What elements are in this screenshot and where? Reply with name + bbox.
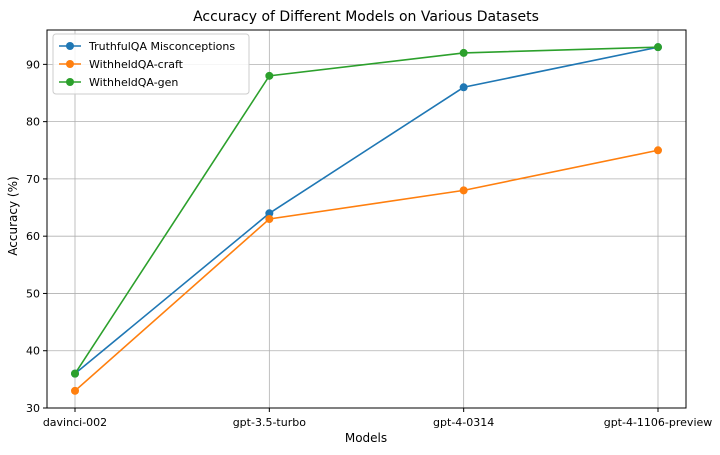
- legend-marker: [66, 78, 74, 86]
- legend-label: TruthfulQA Misconceptions: [88, 40, 235, 53]
- y-tick-label: 40: [26, 345, 40, 358]
- y-tick-label: 50: [26, 287, 40, 300]
- axes: 30 40 50 60 70 80 90 davinci-002 gpt-3.5-turbo gp…: [26, 58, 712, 429]
- data-point: [265, 215, 274, 223]
- x-tick-label: davinci-002: [43, 416, 107, 429]
- data-point: [71, 369, 79, 378]
- y-tick-label: 80: [26, 116, 40, 129]
- x-tick-label: gpt-3.5-turbo: [233, 416, 306, 429]
- data-point: [459, 83, 468, 92]
- x-tick-label: gpt-4-0314: [433, 416, 494, 429]
- data-point: [654, 146, 662, 155]
- data-point: [265, 71, 274, 80]
- data-point: [654, 43, 662, 52]
- plot-frame: [46, 29, 687, 409]
- y-tick-label: 70: [26, 173, 40, 186]
- legend-box: [52, 33, 250, 95]
- legend-label: WithheldQA-gen: [89, 76, 178, 89]
- series-line: [74, 46, 659, 375]
- x-axis-label: Models: [345, 431, 387, 445]
- legend: TruthfulQA Misconceptions WithheldQA-craf…: [52, 33, 250, 95]
- series-2: [71, 146, 662, 395]
- y-tick-label: 30: [26, 402, 40, 415]
- series-3: [71, 43, 662, 378]
- chart-title: Accuracy of Different Models on Various …: [193, 9, 539, 25]
- legend-marker: [66, 60, 74, 68]
- series-line: [74, 46, 659, 375]
- x-tick-label: gpt-4-1106-preview: [604, 416, 713, 429]
- data-point: [459, 186, 468, 195]
- data-point: [265, 209, 274, 218]
- data-point: [71, 386, 79, 395]
- y-axis-label: Accuracy (%): [6, 176, 20, 255]
- data-point: [459, 48, 468, 57]
- legend-label: WithheldQA-craft: [89, 58, 184, 71]
- series-line: [74, 149, 659, 392]
- y-tick-label: 60: [26, 230, 40, 243]
- y-tick-label: 90: [26, 58, 40, 71]
- legend-marker: [66, 42, 74, 50]
- series-layer: [71, 43, 662, 395]
